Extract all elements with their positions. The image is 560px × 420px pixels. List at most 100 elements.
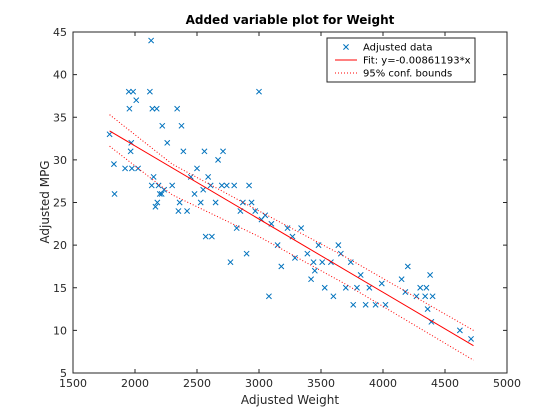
data-point-marker [284,225,291,232]
data-point-marker [372,301,379,308]
data-point-marker [218,182,225,189]
data-point-marker [152,203,159,210]
y-tick-label: 35 [53,111,67,124]
data-point-marker [413,293,420,300]
y-tick-label: 40 [53,69,67,82]
y-axis-label: Adjusted MPG [38,160,52,243]
data-point-marker [110,161,117,168]
data-point-marker [315,242,322,249]
data-point-marker [148,37,155,44]
data-point-marker [174,105,181,112]
data-point-marker [126,105,133,112]
data-point-marker [227,259,234,266]
chart-title: Added variable plot for Weight [186,13,395,27]
data-point-marker [208,233,215,240]
data-point-marker [154,199,161,206]
data-point-marker [127,148,134,155]
data-point-marker [378,280,385,287]
data-point-marker [402,289,409,295]
data-point-marker [357,272,364,278]
data-point-marker [128,165,135,172]
data-point-marker [212,199,219,206]
data-point-marker [149,105,156,112]
data-point-marker [150,173,157,180]
data-point-marker [146,88,153,95]
data-point-marker [265,293,272,300]
data-point-marker [362,301,369,308]
legend-entry-label: Fit: y=-0.00861193*x [363,56,471,67]
data-point-marker [164,139,171,146]
data-point-marker [298,225,305,232]
data-point-marker [423,284,430,291]
data-point-marker [319,259,326,266]
data-point-marker [246,182,253,189]
legend-entry-label: 95% conf. bounds [363,69,452,80]
data-point-marker [308,276,315,283]
fit-line [109,130,474,347]
y-tick-label: 15 [53,282,67,295]
data-point-marker [161,186,168,193]
data-point-marker [417,284,424,291]
data-point-marker [180,148,187,155]
data-point-marker [178,122,185,129]
data-point-marker [176,199,183,206]
data-point-marker [304,250,311,257]
data-point-marker [194,165,200,172]
y-tick-label: 10 [53,324,67,337]
x-tick-label: 3000 [245,377,273,390]
y-tick-label: 5 [60,367,67,380]
data-point-marker [215,156,222,163]
data-point-marker [404,263,411,270]
data-point-marker [427,272,434,278]
data-point-marker [205,173,212,180]
data-point-marker [148,182,155,189]
data-point-marker [311,267,318,274]
data-point-marker [456,327,463,334]
confidence-bound-line [109,145,474,361]
data-point-marker [175,208,182,214]
x-tick-label: 4500 [431,377,459,390]
data-point-marker [366,284,373,291]
legend-entry-label: Adjusted data [363,43,432,54]
data-point-marker [292,254,298,261]
x-tick-label: 2000 [121,377,149,390]
data-point-marker [278,263,285,270]
y-tick-label: 25 [53,197,67,210]
data-point-marker [422,293,429,300]
data-point-marker [111,191,118,197]
data-point-marker [256,88,262,95]
data-point-marker [335,242,342,249]
axis-ticks: 1500 2000 2500 3000 3500 4000 4500 5000 5 10 15 20 2… [53,26,521,390]
data-point-marker [239,199,246,206]
data-point-marker [106,131,113,138]
data-point-marker [200,186,207,193]
data-point-marker [197,199,204,206]
data-point-marker [158,191,165,197]
x-tick-label: 4000 [369,377,397,390]
data-point-marker [468,335,474,342]
data-point-marker [220,148,226,155]
x-tick-label: 2500 [183,377,211,390]
plot-area [73,32,507,373]
data-point-marker [231,182,238,189]
x-tick-label: 5000 [493,377,521,390]
x-tick-label: 3500 [307,377,335,390]
data-point-marker [310,259,317,266]
y-tick-label: 45 [53,26,67,39]
data-point-marker [130,88,137,95]
data-point-marker [122,165,129,172]
y-tick-label: 30 [53,154,67,167]
data-point-marker [398,276,405,283]
data-point-marker [125,88,132,95]
data-point-marker [169,182,176,189]
data-point-marker [350,301,357,308]
data-point-marker [223,182,230,189]
data-point-marker [201,148,208,155]
legend-marker-icon [343,44,349,50]
data-point-marker [191,191,198,197]
data-point-marker [347,259,354,266]
data-point-marker [153,105,160,112]
data-point-marker [184,208,191,214]
data-point-marker [207,182,214,189]
